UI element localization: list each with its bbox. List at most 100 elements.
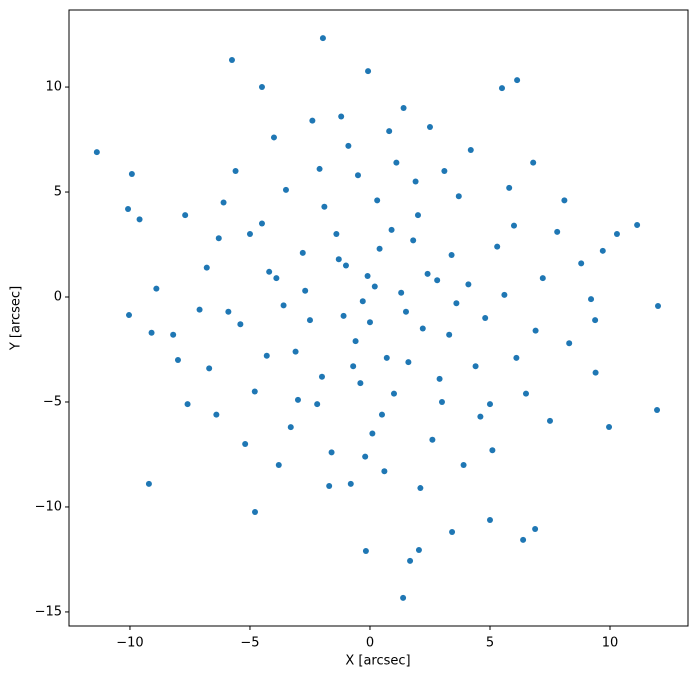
- point: [338, 113, 345, 120]
- point: [539, 275, 546, 282]
- point: [414, 212, 421, 219]
- point: [335, 256, 342, 263]
- point: [613, 231, 620, 238]
- point: [383, 354, 390, 361]
- point: [306, 317, 313, 324]
- point: [347, 480, 354, 487]
- point: [225, 308, 232, 315]
- y-axis-label: Y [arcsec]: [9, 286, 24, 351]
- point: [273, 275, 280, 282]
- point: [314, 401, 321, 408]
- point: [126, 312, 133, 319]
- point: [402, 308, 409, 315]
- point: [592, 317, 599, 324]
- point: [364, 273, 371, 280]
- point: [318, 373, 325, 380]
- point: [446, 331, 453, 338]
- point: [400, 105, 407, 112]
- point: [398, 289, 405, 296]
- point: [326, 482, 333, 489]
- point: [228, 56, 235, 63]
- point: [448, 252, 455, 259]
- x-axis-label: X [arcsec]: [345, 654, 410, 669]
- point: [388, 226, 395, 233]
- point: [415, 546, 422, 553]
- point: [258, 84, 265, 91]
- point: [282, 186, 289, 193]
- point: [136, 216, 143, 223]
- point: [342, 262, 349, 269]
- point: [213, 411, 220, 418]
- point: [561, 197, 568, 204]
- point: [472, 363, 479, 370]
- point: [270, 134, 277, 141]
- point: [275, 461, 282, 468]
- x-tick-label: 5: [486, 636, 494, 651]
- point: [390, 390, 397, 397]
- point: [153, 285, 160, 292]
- point: [546, 417, 553, 424]
- point: [434, 277, 441, 284]
- point: [125, 206, 132, 213]
- point: [477, 413, 484, 420]
- point: [426, 123, 433, 130]
- point: [530, 159, 537, 166]
- point: [333, 231, 340, 238]
- plot-frame: [68, 9, 689, 627]
- point: [393, 159, 400, 166]
- point: [467, 147, 474, 154]
- point: [482, 315, 489, 321]
- point: [465, 281, 472, 288]
- point: [359, 298, 366, 305]
- point: [93, 149, 100, 156]
- point: [340, 312, 347, 319]
- point: [514, 77, 521, 84]
- y-tick-label: 5: [54, 185, 62, 200]
- point: [578, 260, 585, 267]
- point: [376, 245, 383, 252]
- point: [606, 423, 613, 430]
- point: [350, 363, 357, 370]
- x-tick-label: 10: [602, 636, 619, 651]
- point: [266, 268, 273, 275]
- point: [302, 287, 309, 294]
- point: [365, 68, 372, 75]
- point: [206, 365, 213, 372]
- point: [424, 270, 431, 277]
- point: [381, 468, 388, 475]
- point: [357, 380, 364, 387]
- point: [184, 401, 191, 408]
- point: [287, 424, 294, 431]
- point: [486, 401, 493, 408]
- point: [654, 406, 661, 413]
- point: [371, 283, 378, 290]
- x-tick-label: −10: [116, 636, 143, 651]
- point: [506, 184, 513, 191]
- point: [321, 203, 328, 210]
- y-tick-label: 10: [45, 80, 62, 95]
- point: [252, 508, 259, 515]
- point: [196, 306, 203, 313]
- point: [354, 172, 361, 179]
- point: [419, 325, 426, 332]
- point: [345, 142, 352, 149]
- point: [400, 594, 407, 601]
- point: [220, 199, 227, 206]
- point: [599, 247, 606, 254]
- point: [170, 331, 177, 338]
- point: [429, 436, 436, 443]
- point: [532, 526, 539, 533]
- point: [246, 231, 253, 238]
- point: [362, 453, 369, 460]
- point: [309, 117, 316, 124]
- point: [280, 302, 287, 309]
- point: [362, 548, 369, 555]
- point: [449, 528, 456, 535]
- point: [522, 390, 529, 397]
- point: [145, 480, 152, 487]
- point: [438, 398, 445, 405]
- point: [294, 396, 301, 403]
- point: [407, 557, 414, 564]
- point: [148, 329, 155, 336]
